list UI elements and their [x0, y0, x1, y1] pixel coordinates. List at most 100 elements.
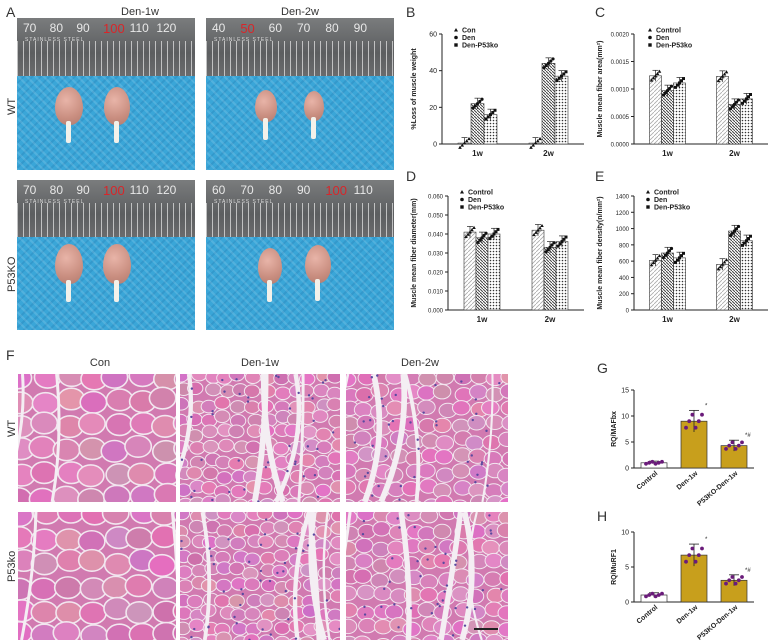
data-point [535, 139, 540, 143]
data-point [496, 227, 500, 231]
data-point [653, 258, 658, 262]
y-tick-label: 0 [433, 142, 437, 149]
data-point [649, 263, 654, 267]
data-point [732, 102, 737, 106]
y-axis-label: Muscle mean fiber diameter(mm) [411, 198, 418, 307]
y-tick-label: 0.0015 [611, 60, 630, 66]
data-point [656, 460, 661, 465]
data-point [649, 78, 654, 82]
ruler-number: 80 [49, 21, 64, 35]
data-point [466, 232, 470, 236]
data-point [724, 70, 729, 74]
data-point [749, 234, 752, 238]
legend-label: Den [468, 197, 481, 204]
data-point [680, 254, 683, 258]
data-point [484, 231, 488, 235]
data-point [736, 443, 741, 448]
data-point [478, 238, 482, 242]
data-point [560, 240, 564, 244]
legend-label: Control [654, 190, 679, 197]
tendon [66, 121, 71, 143]
legend-marker [454, 35, 458, 40]
legend-marker [648, 28, 652, 32]
y-tick-label: 0.000 [428, 309, 444, 315]
data-point [740, 440, 744, 445]
data-point [484, 117, 488, 121]
bar [475, 237, 489, 311]
y-tick-label: 0 [625, 466, 629, 473]
data-point [468, 230, 472, 234]
ruler-number: 80 [268, 183, 283, 197]
data-point [678, 81, 681, 85]
panel-f-row-label-wt: WT [6, 419, 18, 437]
bar [541, 63, 556, 145]
blue-cloth-background [206, 237, 394, 330]
chart-c-fiber-area: 0.0000 0.0005 0.0010 0.0015 0.0020 Muscle mea… [597, 28, 768, 158]
data-point [529, 145, 533, 149]
data-point [544, 63, 548, 68]
legend-label: Control [468, 190, 493, 197]
ruler-number: 90 [297, 183, 311, 197]
specimen-photo-tl: 70 80 90 100 110 120 STAINLESS STEEL [17, 18, 195, 170]
ruler: 70 80 90 100 110 120 STAINLESS STEEL [17, 18, 195, 76]
ruler-number: 110 [129, 183, 149, 197]
ruler-brand-text: STAINLESS STEEL [214, 199, 274, 205]
ruler: 40 50 60 70 80 90 STAINLESS STEEL [206, 18, 394, 76]
data-point [660, 591, 664, 596]
bar [649, 260, 662, 311]
data-point [684, 559, 688, 564]
ruler-brand-text: STAINLESS STEEL [214, 37, 274, 43]
ruler-number: 70 [240, 183, 254, 197]
bar [716, 264, 729, 311]
data-point [674, 85, 677, 89]
y-tick-label: 15 [621, 388, 629, 395]
y-tick-label: 10 [621, 530, 629, 537]
data-point [560, 74, 563, 78]
data-point [663, 253, 668, 257]
x-tick-label: 2w [729, 315, 740, 324]
legend-marker [648, 43, 652, 47]
data-point [534, 230, 538, 234]
tendon [66, 280, 71, 302]
legend-marker [460, 197, 464, 202]
ruler-number: 100 [103, 21, 125, 36]
data-point [644, 461, 648, 466]
y-tick-label: 0.030 [428, 252, 444, 258]
ruler-number: 70 [297, 21, 311, 35]
panel-f-col-label-den1w: Den-1w [241, 357, 279, 369]
data-point [728, 107, 733, 111]
ruler-number: 110 [129, 21, 149, 35]
legend-marker [454, 43, 458, 47]
data-point [747, 237, 750, 241]
data-point [667, 249, 672, 253]
y-tick-label: 5 [625, 440, 629, 447]
data-point [655, 256, 660, 260]
bar [661, 90, 674, 145]
y-tick-label: 0.010 [428, 290, 444, 296]
y-tick-label: 0.0000 [611, 143, 630, 149]
data-point [687, 419, 692, 424]
gastrocnemius-muscle [305, 245, 331, 283]
legend-label: Con [462, 28, 476, 35]
specimen-photo-tr: 40 50 60 70 80 90 STAINLESS STEEL [206, 18, 394, 170]
x-tick-label: 1w [472, 149, 483, 158]
gastrocnemius-muscle [103, 244, 131, 284]
bar [716, 76, 729, 145]
data-point [546, 61, 551, 65]
y-tick-label: 1000 [616, 227, 630, 233]
data-point [538, 136, 542, 141]
data-point [657, 253, 662, 258]
data-point [657, 69, 662, 73]
bar [554, 75, 569, 145]
data-point [552, 241, 556, 245]
data-point [480, 97, 484, 101]
legend-marker [646, 197, 650, 202]
data-point [542, 66, 546, 70]
y-axis-label: RQ/MuRF1 [611, 549, 618, 585]
panel-label-h: H [597, 508, 608, 524]
data-point [745, 97, 748, 101]
panel-a-col-label-2w: Den-2w [281, 6, 319, 18]
legend-marker [646, 205, 650, 209]
data-point [661, 93, 666, 97]
data-point [557, 76, 561, 80]
